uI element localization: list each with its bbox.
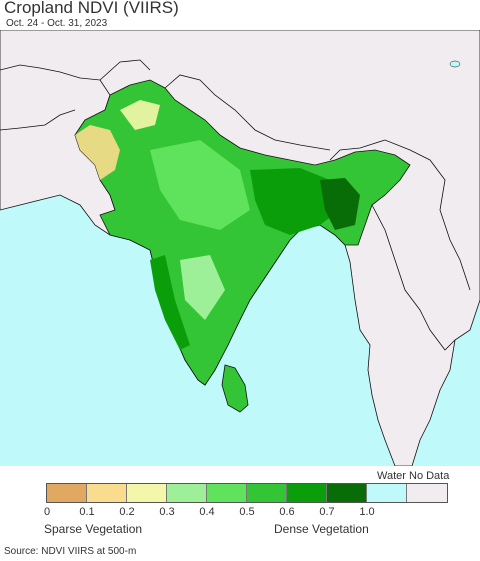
- legend-tick-label: 0.2: [119, 506, 135, 518]
- water-label: Water: [377, 470, 406, 482]
- legend-swatch: [87, 484, 127, 502]
- legend-tick-label: 0.7: [319, 506, 335, 518]
- legend-swatch: [247, 484, 287, 502]
- very-dense-bangladesh: [320, 178, 360, 230]
- legend-tick-label: 0.3: [159, 506, 175, 518]
- legend-swatch: [47, 484, 87, 502]
- legend-swatch: [327, 484, 367, 502]
- source-note: Source: NDVI VIIRS at 500-m: [4, 546, 137, 557]
- no-data-label: No Data: [409, 470, 450, 482]
- sparse-northwest: [120, 100, 160, 130]
- light-green-south: [180, 255, 225, 320]
- dense-vegetation-label: Dense Vegetation: [274, 522, 369, 536]
- legend-tick-label: 0.5: [239, 506, 255, 518]
- legend-swatch: [207, 484, 247, 502]
- legend-tick-label: 0.1: [79, 506, 95, 518]
- sparse-vegetation-label: Sparse Vegetation: [44, 522, 143, 536]
- legend-color-bar: [46, 483, 448, 503]
- map-title: Cropland NDVI (VIIRS): [4, 0, 179, 17]
- ndvi-map: [0, 30, 480, 466]
- dense-southwest: [150, 255, 190, 350]
- border-myanmar: [371, 204, 456, 351]
- sparse-west: [75, 125, 120, 180]
- date-range: Oct. 24 - Oct. 31, 2023: [6, 18, 108, 29]
- legend-swatch: [167, 484, 207, 502]
- legend-tick-label: 0.6: [279, 506, 295, 518]
- light-green-central: [150, 140, 250, 230]
- legend-tick-label: 0.4: [199, 506, 215, 518]
- dense-east: [250, 168, 340, 235]
- legend-swatch: [407, 484, 447, 502]
- legend-tick-label: 1.0: [359, 506, 375, 518]
- sri-lanka: [221, 364, 249, 413]
- legend-swatch: [287, 484, 327, 502]
- lake: [449, 60, 461, 68]
- legend-swatch: [367, 484, 407, 502]
- legend-tick-label: 0: [43, 506, 51, 518]
- legend-swatch: [127, 484, 167, 502]
- border-himalaya: [164, 74, 471, 291]
